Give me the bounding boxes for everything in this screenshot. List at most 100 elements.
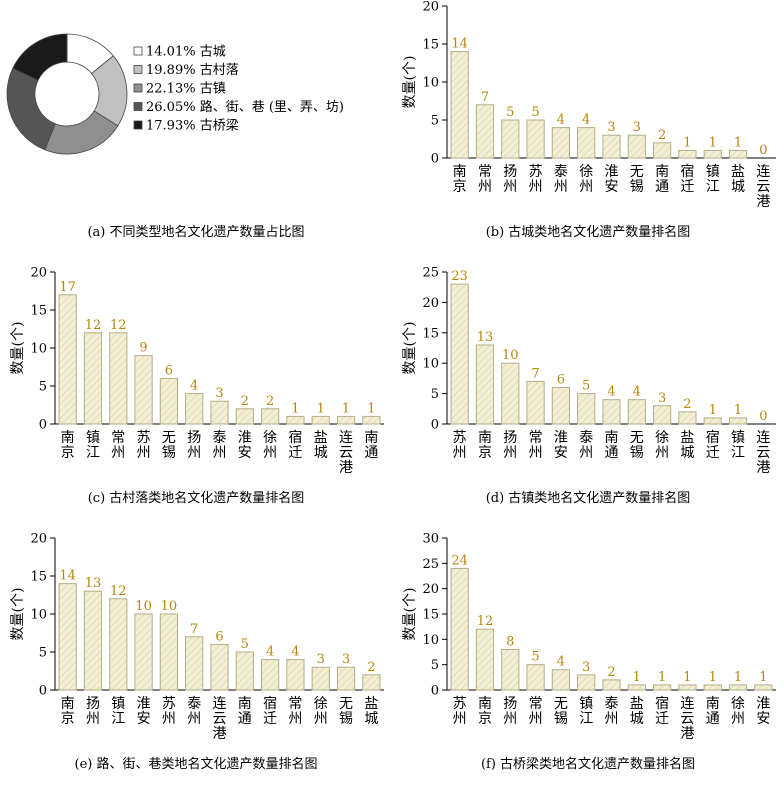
bar-value-label: 1 [633,670,641,685]
x-category-label: 徐州 [655,430,669,461]
y-tick-label: 15 [422,38,439,53]
x-category-label: 徐州 [731,696,745,727]
y-tick-label: 0 [39,684,47,699]
bar [602,399,621,425]
bar [501,119,520,159]
caption: (b) 古城类地名文化遗产数量排名图 [486,224,691,240]
x-category-label: 无锡 [162,430,176,461]
bar-value-label: 5 [506,105,514,120]
bar [83,590,103,691]
bar-value-label: 7 [190,622,198,637]
bar [602,134,621,159]
bar [235,651,254,691]
x-category-label: 徐州 [579,164,593,195]
bar-value-label: 1 [709,135,717,150]
bar [551,669,570,691]
legend-swatch [133,46,143,56]
x-category-label: 镇江 [706,164,720,195]
bar [336,415,356,425]
x-category-label: 淮安 [137,696,151,727]
y-tick-label: 20 [422,582,439,597]
x-category-label: 淮安 [605,164,619,195]
bar [627,399,646,425]
x-category-label: 无锡 [630,430,644,461]
bar-value-label: 5 [531,105,539,120]
y-tick-label: 20 [30,266,47,281]
x-category-label: 徐州 [263,430,277,461]
y-tick-label: 0 [431,152,439,167]
y-tick-label: 10 [30,608,47,623]
x-category-label: 南通 [364,430,378,461]
x-category-label: 泰州 [579,430,593,461]
bar [627,684,646,691]
bar [551,387,570,425]
y-tick-label: 5 [431,114,439,129]
x-category-label: 扬州 [503,696,517,727]
y-axis-label: 数量(个) [10,322,26,375]
bar-value-label: 10 [502,348,519,363]
bar [551,127,570,159]
bar [286,659,305,691]
donut-slice [12,33,68,81]
bar [83,332,103,425]
bar-value-label: 2 [241,394,249,409]
bar-value-label: 4 [582,113,590,128]
bar [475,104,495,159]
bar-value-label: 4 [633,385,641,400]
y-axis-label: 数量(个) [402,588,418,641]
x-category-label: 常州 [288,696,302,727]
x-category-label: 连云港 [756,164,770,210]
x-category-label: 淮安 [554,430,568,461]
panel-e-bar-chart: 0 5 10 15 20 数量(个) 14 南京 13 扬州 12 镇江 10 淮安 10 苏州 7 泰州 6 连云港… [0,532,392,799]
bar [261,659,280,691]
bar-value-label: 7 [531,366,539,381]
legend-label: 17.93% 古桥梁 [146,119,239,134]
x-category-label: 苏州 [453,430,467,461]
bar-value-label: 1 [734,135,742,150]
bar [185,393,204,425]
x-category-label: 南通 [605,430,619,461]
bar-value-label: 1 [734,403,742,418]
legend-swatch [133,65,143,74]
bar-value-label: 0 [759,409,767,424]
bar-value-label: 9 [139,341,147,356]
y-tick-label: 5 [39,646,47,661]
y-tick-label: 10 [30,342,47,357]
bar-value-label: 12 [85,318,102,333]
legend-swatch [133,102,143,111]
bar [577,393,596,425]
bar-value-label: 3 [607,120,615,135]
x-category-label: 南京 [478,430,492,461]
y-axis-label: 数量(个) [402,56,418,109]
y-tick-label: 10 [422,357,439,372]
bar-value-label: 2 [683,397,691,412]
y-tick-label: 5 [431,658,439,673]
y-tick-label: 0 [431,418,439,433]
x-category-label: 无锡 [630,164,644,195]
legend-swatch [133,83,143,93]
x-category-label: 宿迁 [288,429,302,461]
bar [159,377,178,425]
bar [311,415,330,425]
legend-swatch [133,120,143,130]
bar-chart-d-svg: 0510152025数量(个)23苏州13南京10扬州7常州6淮安5泰州4南通4… [402,266,776,506]
bar-value-label: 5 [582,379,590,394]
bar [286,415,305,425]
x-category-label: 扬州 [503,430,517,461]
bar-value-label: 1 [683,670,691,685]
bar-value-label: 12 [110,318,127,333]
bar-value-label: 4 [557,113,565,128]
x-category-label: 无锡 [339,696,353,727]
x-category-label: 扬州 [503,164,517,195]
bar [653,142,672,159]
y-tick-label: 5 [39,380,47,395]
bar-value-label: 3 [317,652,325,667]
y-tick-label: 10 [422,633,439,648]
bar-value-label: 1 [734,670,742,685]
x-category-label: 常州 [478,164,492,195]
x-category-label: 无锡 [554,696,568,727]
bar-value-label: 1 [709,403,717,418]
x-category-label: 常州 [529,430,543,461]
x-category-label: 苏州 [453,696,467,727]
